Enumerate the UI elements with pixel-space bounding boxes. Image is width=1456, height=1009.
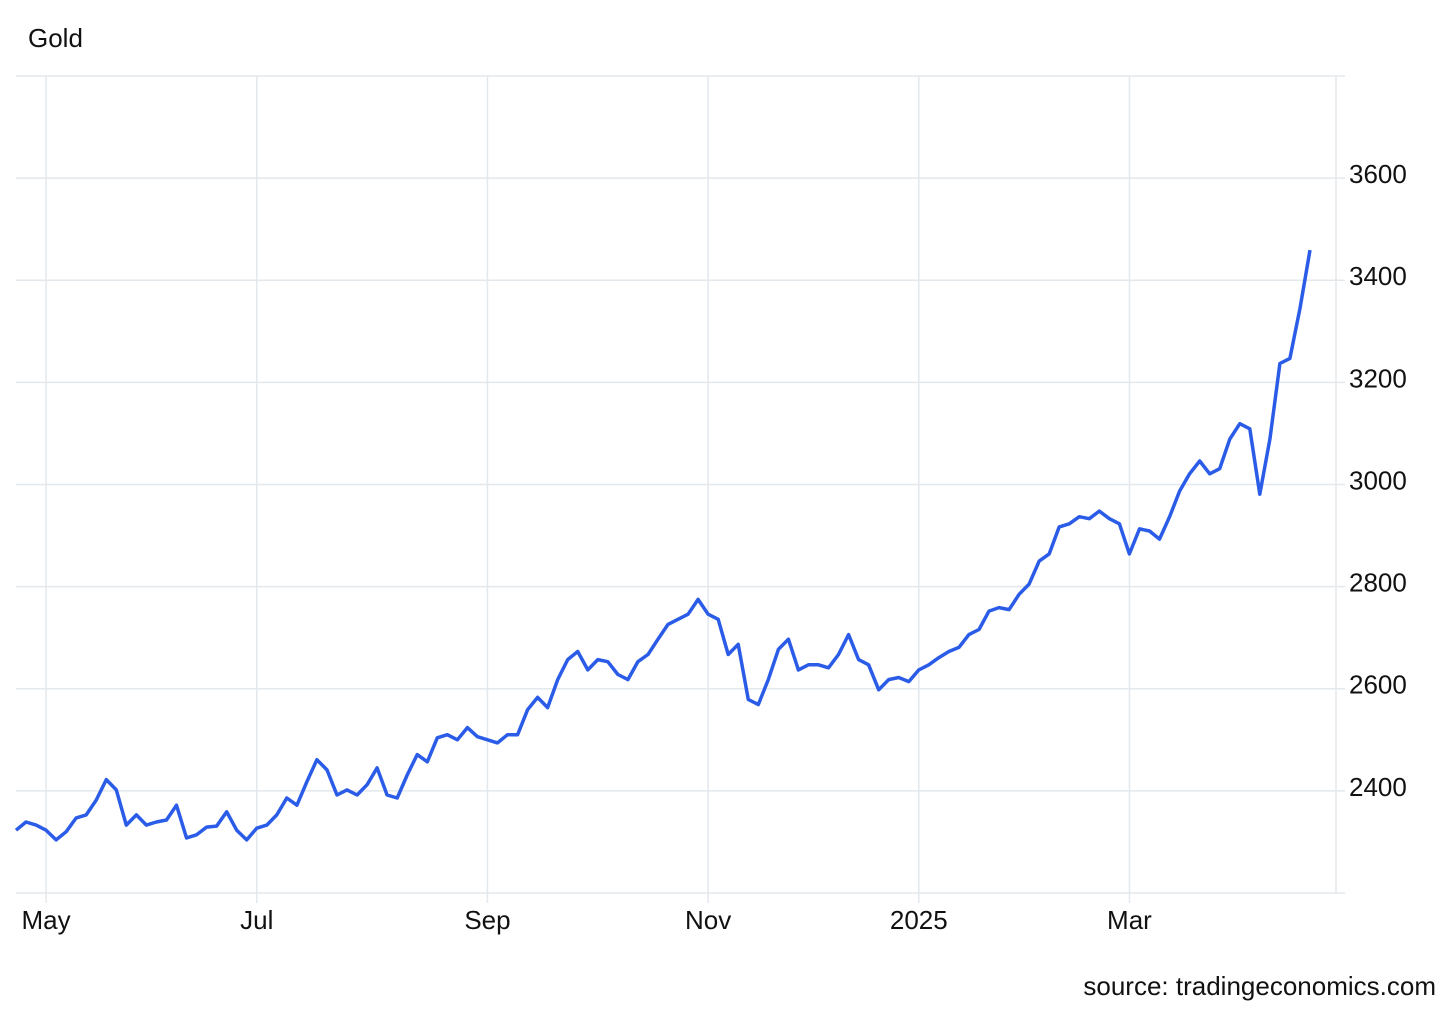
y-tick-label: 2400	[1349, 772, 1407, 802]
y-tick-label: 3000	[1349, 465, 1407, 495]
y-tick-label: 3600	[1349, 159, 1407, 189]
y-tick-label: 2800	[1349, 568, 1407, 598]
x-tick-label: May	[22, 905, 71, 935]
x-tick-label: Sep	[464, 905, 510, 935]
y-tick-label: 3400	[1349, 261, 1407, 291]
y-tick-label: 3200	[1349, 363, 1407, 393]
x-tick-label: Nov	[685, 905, 731, 935]
y-tick-label: 2600	[1349, 670, 1407, 700]
x-tick-label: 2025	[890, 905, 948, 935]
x-tick-label: Jul	[240, 905, 273, 935]
source: source: tradingeconomics.com	[1083, 971, 1436, 1001]
chart-title: Gold	[28, 23, 83, 53]
price-line	[14, 249, 1312, 842]
x-tick-label: Mar	[1107, 905, 1152, 935]
